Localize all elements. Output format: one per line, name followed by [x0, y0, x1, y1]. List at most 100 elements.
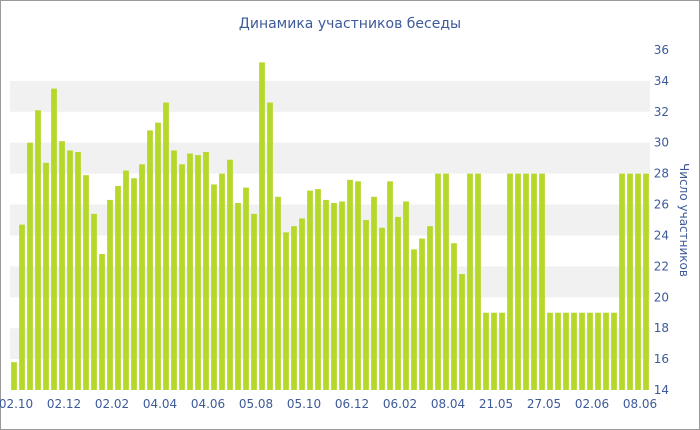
bar — [91, 213, 97, 390]
bar — [451, 243, 457, 390]
y-tick-label: 14 — [654, 383, 669, 397]
bar — [483, 312, 489, 390]
y-axis-label: Число участников — [677, 163, 691, 277]
y-tick-label: 28 — [654, 167, 669, 181]
x-tick-label: 05.08 — [239, 397, 273, 411]
bar — [155, 122, 161, 390]
bar — [331, 203, 337, 390]
y-tick-label: 16 — [654, 352, 669, 366]
background-band — [10, 204, 650, 236]
bar — [347, 179, 353, 390]
bar — [491, 312, 497, 390]
y-tick-label: 34 — [654, 74, 669, 88]
y-tick-label: 26 — [654, 198, 669, 212]
bar — [211, 184, 217, 390]
bar — [363, 220, 369, 390]
y-tick-label: 22 — [654, 259, 669, 273]
y-tick-label: 20 — [654, 290, 669, 304]
bar — [515, 173, 521, 390]
bar — [419, 238, 425, 390]
bar — [267, 102, 273, 391]
bar — [171, 150, 177, 390]
y-tick-label: 18 — [654, 321, 669, 335]
bar — [627, 173, 633, 390]
x-tick-label: 02.10 — [0, 397, 33, 411]
bar — [235, 203, 241, 390]
y-tick-label: 30 — [654, 136, 669, 150]
bar — [187, 153, 193, 390]
bar — [307, 190, 313, 390]
bar — [59, 141, 65, 390]
x-tick-label: 02.02 — [95, 397, 129, 411]
bar — [219, 173, 225, 390]
x-axis-ticks: 02.10 02.12 02.02 04.04 04.06 05.08 05.10 06.12… — [0, 397, 657, 411]
bar — [323, 199, 329, 390]
bar — [643, 173, 649, 390]
bar — [19, 224, 25, 390]
bar — [547, 312, 553, 390]
bar — [403, 201, 409, 390]
bar — [83, 175, 89, 390]
bar — [67, 150, 73, 390]
bar — [251, 213, 257, 390]
bar — [475, 173, 481, 390]
x-tick-label: 05.10 — [287, 397, 321, 411]
bar — [243, 187, 249, 390]
bar — [259, 62, 265, 391]
bar — [99, 254, 105, 390]
x-tick-label: 02.06 — [575, 397, 609, 411]
bar — [579, 312, 585, 390]
bar — [35, 110, 41, 391]
bar — [75, 152, 81, 390]
chart-title: Динамика участников беседы — [239, 16, 461, 32]
x-tick-label: 06.12 — [335, 397, 369, 411]
bar — [11, 362, 17, 390]
bar — [147, 130, 153, 391]
bar — [395, 216, 401, 390]
x-tick-label: 27.05 — [527, 397, 561, 411]
x-tick-label: 04.04 — [143, 397, 177, 411]
x-tick-label: 02.12 — [47, 397, 81, 411]
bars — [11, 62, 649, 391]
bar — [411, 249, 417, 390]
bar — [459, 274, 465, 390]
x-tick-label: 06.02 — [383, 397, 417, 411]
bar — [595, 312, 601, 390]
bar — [203, 152, 209, 390]
bar — [387, 181, 393, 390]
bar — [195, 155, 201, 390]
bar — [291, 226, 297, 390]
background-bands — [10, 80, 650, 360]
background-band — [10, 80, 650, 112]
bar — [355, 181, 361, 390]
x-tick-label: 04.06 — [191, 397, 225, 411]
background-band — [10, 142, 650, 174]
bar — [467, 173, 473, 390]
bar — [539, 173, 545, 390]
y-tick-label: 24 — [654, 228, 669, 242]
bar — [27, 142, 33, 390]
bar — [563, 312, 569, 390]
bar — [531, 173, 537, 390]
bar — [603, 312, 609, 390]
y-tick-label: 32 — [654, 105, 669, 119]
bar — [115, 186, 121, 390]
bar — [139, 164, 145, 390]
x-tick-label: 08.04 — [431, 397, 465, 411]
bar — [523, 173, 529, 390]
bar — [179, 164, 185, 390]
bar — [587, 312, 593, 390]
y-axis-ticks: 14 16 18 20 22 24 26 28 30 32 34 36 — [654, 43, 669, 397]
bar — [499, 312, 505, 390]
bar — [43, 162, 49, 390]
bar — [107, 199, 113, 390]
bar — [163, 102, 169, 391]
bar — [299, 218, 305, 390]
x-tick-label: 21.05 — [479, 397, 513, 411]
bar — [427, 226, 433, 390]
bar — [571, 312, 577, 390]
bar — [371, 196, 377, 390]
bar — [123, 170, 129, 390]
bar — [635, 173, 641, 390]
